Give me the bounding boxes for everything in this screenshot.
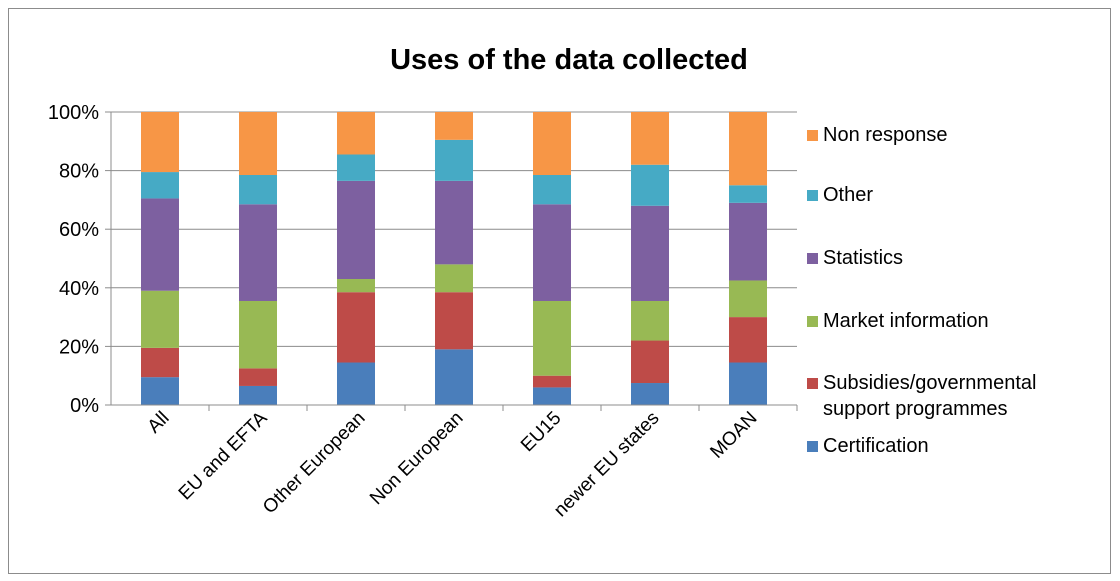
bar-segment-statistics-eu15: [533, 204, 571, 301]
bar-segment-non-response-non-european: [435, 112, 473, 140]
stacked-bar-chart: Uses of the data collected 0% 20% 40% 60% 80…: [48, 44, 1037, 521]
bar-segment-market-information-eu15: [533, 300, 571, 376]
bar-segment-other-non-european: [435, 139, 473, 181]
bar-segment-subsidies-governmental-support-programmes-eu15: [533, 375, 571, 388]
bar-segment-statistics-newer-eu-states: [631, 205, 669, 301]
bar-segment-subsidies-governmental-support-programmes-other-european: [337, 292, 375, 363]
bar-segment-other-newer-eu-states: [631, 164, 669, 206]
y-tick-label: 20%: [59, 336, 99, 358]
bar-segment-statistics-eu-and-efta: [239, 204, 277, 301]
legend-swatch-market-information: [807, 316, 818, 327]
y-tick-label: 100%: [48, 102, 99, 124]
bar-segment-non-response-all: [141, 112, 179, 173]
y-tick-label: 40%: [59, 278, 99, 300]
bar-segment-certification-newer-eu-states: [631, 383, 669, 405]
bar-segment-other-other-european: [337, 154, 375, 181]
legend-swatch-non-response: [807, 130, 818, 141]
legend-swatch-subsidies-governmental-support-programmes: [807, 378, 818, 389]
x-tick-label: All: [144, 408, 174, 438]
bar-segment-subsidies-governmental-support-programmes-all: [141, 347, 179, 378]
bars: [141, 112, 767, 405]
bar-segment-statistics-other-european: [337, 180, 375, 280]
legend-label-subsidies-governmental-support-programmes: Subsidies/governmental support programmes: [823, 372, 1036, 420]
bar-segment-certification-non-european: [435, 349, 473, 405]
legend-swatch-statistics: [807, 253, 818, 264]
bar-segment-certification-eu15: [533, 387, 571, 405]
x-tick-label: EU and EFTA: [175, 407, 272, 504]
chart-frame: Uses of the data collected 0% 20% 40% 60% 80…: [8, 8, 1111, 574]
legend: Non response Other Statistics Market inform…: [807, 124, 1036, 457]
y-tick-label: 60%: [59, 219, 99, 241]
x-tick-label: Non European: [366, 408, 468, 510]
y-tick-label: 80%: [59, 161, 99, 183]
legend-swatch-other: [807, 190, 818, 201]
bar-segment-other-eu-and-efta: [239, 174, 277, 205]
bar-segment-certification-eu-and-efta: [239, 385, 277, 405]
bar-segment-non-response-moan: [729, 112, 767, 186]
legend-swatch-certification: [807, 441, 818, 452]
bar-segment-other-moan: [729, 185, 767, 203]
bar-segment-other-all: [141, 172, 179, 199]
bar-segment-statistics-moan: [729, 202, 767, 281]
bar-segment-subsidies-governmental-support-programmes-non-european: [435, 292, 473, 350]
bar-segment-subsidies-governmental-support-programmes-moan: [729, 317, 767, 363]
bar-segment-market-information-moan: [729, 280, 767, 318]
x-tick-label: MOAN: [706, 408, 761, 463]
bar-segment-certification-moan: [729, 362, 767, 405]
legend-label-market-information: Market information: [823, 310, 989, 332]
y-tick-label: 0%: [70, 395, 99, 417]
bar-segment-market-information-all: [141, 290, 179, 348]
bar-segment-other-eu15: [533, 174, 571, 205]
bar-segment-non-response-eu-and-efta: [239, 112, 277, 175]
bar-segment-subsidies-governmental-support-programmes-eu-and-efta: [239, 368, 277, 386]
x-tick-label: newer EU states: [550, 408, 663, 521]
legend-label-certification: Certification: [823, 435, 929, 457]
legend-label-other: Other: [823, 184, 873, 206]
bar-segment-market-information-non-european: [435, 264, 473, 293]
bar-segment-certification-other-european: [337, 362, 375, 405]
legend-label-non-response: Non response: [823, 124, 948, 146]
legend-label-statistics: Statistics: [823, 247, 903, 269]
x-tick-label: EU15: [517, 408, 565, 456]
bar-segment-certification-all: [141, 377, 179, 405]
x-tick-label: Other European: [259, 408, 369, 518]
bar-segment-non-response-eu15: [533, 112, 571, 175]
bar-segment-statistics-non-european: [435, 180, 473, 265]
bar-segment-non-response-other-european: [337, 112, 375, 155]
bar-segment-market-information-other-european: [337, 279, 375, 293]
bar-segment-subsidies-governmental-support-programmes-newer-eu-states: [631, 340, 669, 384]
chart-title: Uses of the data collected: [390, 44, 748, 76]
bar-segment-market-information-eu-and-efta: [239, 300, 277, 369]
bar-segment-market-information-newer-eu-states: [631, 300, 669, 341]
bar-segment-non-response-newer-eu-states: [631, 112, 669, 165]
bar-segment-statistics-all: [141, 198, 179, 291]
